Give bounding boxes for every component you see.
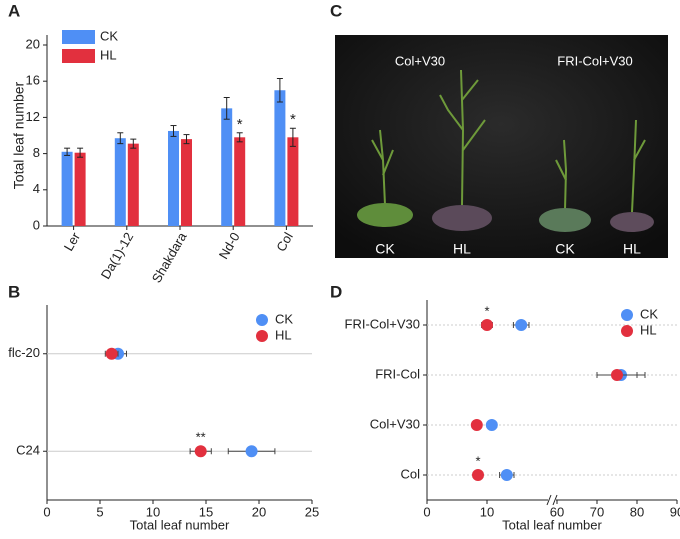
bar — [74, 152, 86, 226]
significance: * — [290, 111, 296, 128]
dot — [105, 347, 118, 360]
axis-break — [546, 494, 552, 506]
legend-label: CK — [275, 311, 293, 326]
significance: * — [475, 453, 480, 468]
dot — [485, 419, 498, 431]
bar — [234, 137, 246, 226]
legend-marker — [256, 330, 268, 342]
plant-stems — [371, 69, 646, 213]
legend-marker — [621, 325, 633, 337]
dot — [515, 319, 528, 331]
legend-label: CK — [640, 306, 658, 321]
dot — [472, 469, 484, 481]
legend-label: HL — [275, 327, 292, 342]
x-tick-label: 10 — [146, 504, 160, 519]
panel-label: D — [330, 282, 342, 301]
axis-break — [552, 494, 558, 506]
plant-label: CK — [375, 241, 395, 257]
y-tick-label: FRI-Col — [375, 366, 420, 381]
bar — [61, 151, 73, 226]
bar — [127, 143, 139, 226]
bar — [168, 130, 179, 226]
y-tick-label: Col+V30 — [370, 416, 420, 431]
legend-label: CK — [100, 28, 118, 43]
legend-swatch — [62, 49, 95, 63]
legend-swatch — [62, 30, 95, 44]
x-tick-label: 80 — [630, 504, 644, 519]
x-tick-label: Shakdara — [149, 229, 190, 285]
dot — [194, 445, 207, 458]
y-tick-label: FRI-Col+V30 — [345, 316, 421, 331]
x-tick-label: 5 — [96, 504, 103, 519]
panel-label: C — [330, 1, 342, 20]
dot — [245, 445, 258, 458]
y-tick-label: 4 — [33, 181, 40, 196]
x-tick-label: 90 — [670, 504, 680, 519]
bar — [114, 138, 126, 226]
legend-label: HL — [640, 322, 657, 337]
x-tick-label: 20 — [252, 504, 266, 519]
panel-label: B — [8, 282, 20, 301]
bar — [181, 139, 192, 226]
significance: * — [484, 303, 489, 318]
y-tick-label: 12 — [26, 109, 40, 124]
panel-label: A — [8, 1, 20, 20]
x-tick-label: 0 — [423, 504, 430, 519]
dot — [611, 369, 623, 381]
legend-marker — [621, 309, 633, 321]
x-tick-label: Col — [273, 230, 296, 254]
x-tick-label: 10 — [480, 504, 494, 519]
y-tick-label: Col — [400, 466, 420, 481]
plant-rosettes — [357, 203, 654, 232]
x-tick-label: 70 — [590, 504, 604, 519]
x-axis-label: Total leaf number — [502, 517, 602, 532]
plant-label: HL — [623, 241, 641, 257]
dot — [470, 419, 483, 431]
bar — [274, 90, 286, 226]
y-tick-label: 8 — [33, 145, 40, 160]
x-tick-label: Ler — [61, 229, 84, 253]
plant-label: HL — [453, 241, 471, 257]
y-tick-label: 16 — [26, 73, 40, 88]
dot — [500, 469, 513, 481]
y-tick-label: 20 — [26, 36, 40, 51]
legend-marker — [256, 314, 268, 326]
plant-label: CK — [555, 241, 575, 257]
y-axis-label: Total leaf number — [11, 81, 27, 189]
axis-break-gap — [548, 496, 556, 504]
legend-label: HL — [100, 47, 117, 62]
bar — [221, 108, 233, 226]
x-tick-label: 25 — [305, 504, 319, 519]
y-tick-label: C24 — [16, 443, 40, 458]
significance: * — [237, 116, 243, 133]
photo: Col+V30 FRI-Col+V30 CK HL CK HL — [335, 35, 668, 258]
y-tick-label: 0 — [33, 217, 40, 232]
x-tick-label: Da(1)-12 — [98, 230, 137, 282]
x-tick-label: 0 — [43, 504, 50, 519]
significance: ** — [196, 430, 206, 445]
group-label: FRI-Col+V30 — [557, 53, 633, 68]
x-tick-label: 60 — [550, 504, 564, 519]
dot — [481, 319, 493, 331]
x-tick-label: Nd-0 — [216, 230, 243, 262]
group-label: Col+V30 — [395, 53, 445, 68]
x-axis-label: Total leaf number — [130, 517, 230, 532]
bar — [287, 137, 299, 226]
x-tick-label: 15 — [199, 504, 213, 519]
y-tick-label: flc-20 — [8, 345, 40, 360]
